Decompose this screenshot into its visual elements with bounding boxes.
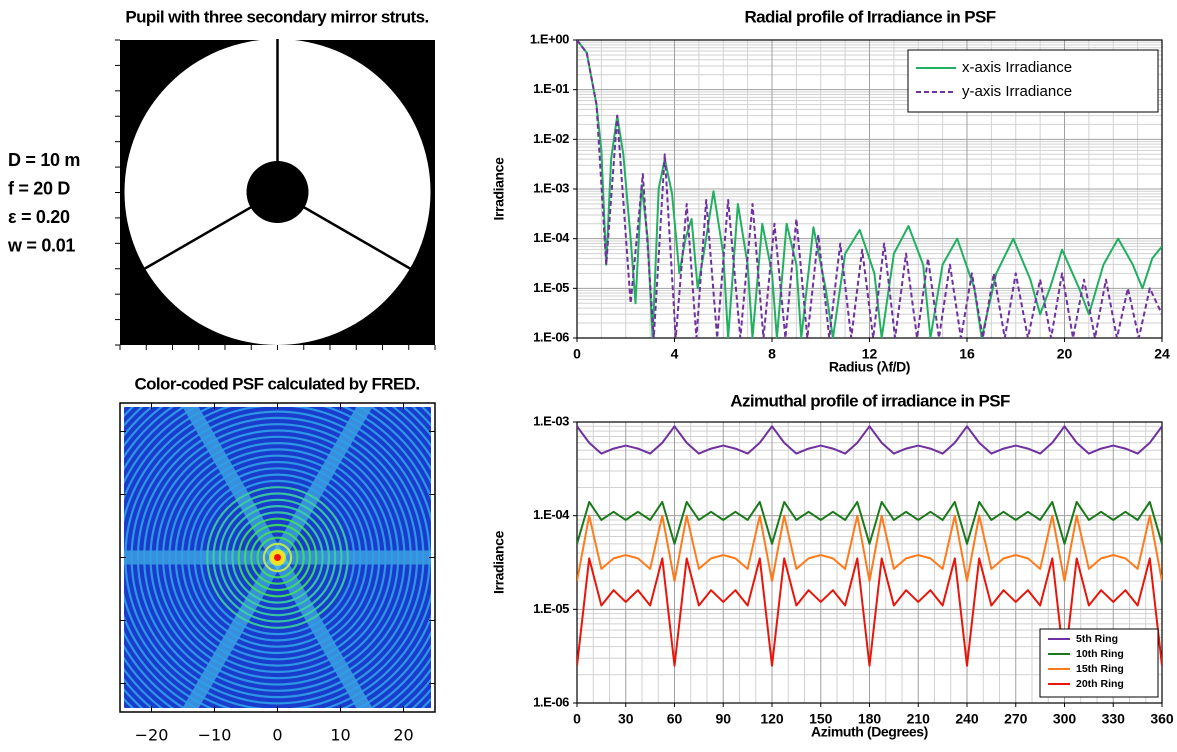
y-axis-label: Irradiance [491, 530, 507, 594]
series-line [577, 500, 1162, 545]
x-tick-label: 8 [768, 346, 776, 362]
y-tick-label: 1.E-05 [533, 280, 569, 295]
plot-frame [576, 421, 1163, 704]
plot-frame [576, 39, 1163, 339]
legend-label: y-axis Irradiance [962, 83, 1072, 100]
series-line [577, 425, 1162, 455]
y-tick-label: 1.E-05 [533, 601, 569, 616]
psf-ring [180, 460, 375, 655]
series-line [577, 514, 1162, 583]
x-tick-label: 270 [1004, 711, 1028, 727]
x-axis-label: Radius (λf/D) [829, 359, 910, 375]
legend-label: 15th Ring [1076, 663, 1124, 675]
psf-ring [250, 530, 305, 585]
y-axis-label: Irradiance [491, 157, 507, 221]
y-tick-label: 1.E-03 [533, 180, 569, 195]
x-tick-label: 12 [862, 346, 878, 362]
x-tick-label: 30 [618, 711, 634, 727]
y-tick-label: 1.E-06 [533, 694, 569, 709]
x-tick-label: 0 [573, 346, 581, 362]
y-tick-label: 1.E+00 [530, 31, 569, 46]
psf-peak [274, 554, 281, 561]
psf-ring [243, 523, 312, 592]
psf-ring [168, 448, 387, 667]
x-tick-label: 90 [715, 711, 731, 727]
psf-ring [136, 416, 419, 699]
x-tick-label: 0 [573, 711, 581, 727]
y-tick-label: 1.E-03 [533, 413, 569, 428]
x-tick-label: 4 [671, 346, 679, 362]
x-tick-label: 60 [667, 711, 683, 727]
psf-ring [130, 410, 425, 705]
legend-box [907, 49, 1159, 113]
y-tick-label: 1.E-02 [533, 131, 569, 146]
psf-ring [206, 486, 349, 629]
psf-ring [193, 473, 362, 642]
y-tick-label: 1.E-04 [533, 230, 570, 245]
psf-ring [231, 511, 324, 604]
psf-ring [225, 505, 331, 611]
central-obstruction [246, 161, 309, 223]
psf-ring [212, 492, 343, 623]
x-tick-label: 210 [907, 711, 931, 727]
x-tick-label: 240 [955, 711, 979, 727]
chart-title: Pupil with three secondary mirror struts… [125, 7, 428, 26]
legend-label: 10th Ring [1076, 648, 1124, 660]
series-line [577, 40, 1162, 338]
psf-ring [262, 542, 293, 573]
legend-label: 20th Ring [1076, 678, 1124, 690]
chart-title: Azimuthal profile of irradiance in PSF [730, 391, 1010, 410]
x-tick-label: 24 [1154, 346, 1170, 362]
psf-ring [269, 549, 286, 566]
psf-ring [162, 442, 394, 674]
psf-ring [143, 423, 412, 692]
y-tick-label: 1.E-06 [533, 329, 569, 344]
x-tick-label: 10 [330, 726, 350, 745]
x-tick-label: 300 [1053, 711, 1077, 727]
annotation: w = 0.01 [7, 235, 75, 255]
x-tick-label: 0 [272, 726, 282, 745]
x-tick-label: −20 [135, 726, 169, 745]
chart-title: Color-coded PSF calculated by FRED. [134, 374, 419, 393]
chart-title: Radial profile of Irradiance in PSF [744, 7, 995, 26]
x-tick-label: 360 [1150, 711, 1174, 727]
x-tick-label: 180 [858, 711, 882, 727]
psf-ring [155, 435, 400, 680]
psf-ring [218, 498, 337, 617]
series-line [577, 40, 1162, 338]
series-group [577, 40, 1162, 338]
y-tick-label: 1.E-04 [533, 507, 570, 522]
x-axis-label: Azimuth (Degrees) [811, 724, 928, 740]
psf-ring [187, 467, 368, 648]
annotation: D = 10 m [8, 150, 80, 170]
psf-ring [174, 454, 381, 661]
legend-label: x-axis Irradiance [962, 59, 1072, 76]
psf-ring [149, 429, 406, 686]
legend-box [1039, 628, 1159, 698]
series-group [577, 425, 1162, 667]
x-tick-label: −10 [198, 726, 232, 745]
annotation: ε = 0.20 [8, 207, 70, 227]
x-tick-label: 20 [393, 726, 413, 745]
legend-label: 5th Ring [1076, 633, 1118, 645]
psf-ring [237, 517, 318, 598]
psf-ring [256, 536, 299, 579]
x-tick-label: 120 [760, 711, 784, 727]
y-tick-label: 1.E-01 [533, 81, 569, 96]
psf-ring [199, 479, 356, 636]
x-tick-label: 16 [959, 346, 975, 362]
annotation: f = 20 D [8, 178, 70, 198]
x-tick-label: 150 [809, 711, 833, 727]
x-tick-label: 330 [1102, 711, 1126, 727]
x-tick-label: 20 [1057, 346, 1073, 362]
